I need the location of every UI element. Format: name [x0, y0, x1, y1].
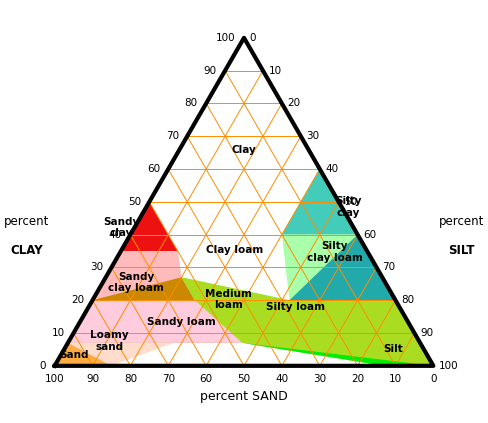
Text: 30: 30 [313, 374, 326, 384]
Text: 50: 50 [345, 197, 358, 207]
Polygon shape [289, 235, 395, 300]
Polygon shape [242, 343, 433, 366]
Text: 100: 100 [439, 361, 459, 371]
Text: 40: 40 [275, 374, 288, 384]
Polygon shape [106, 235, 382, 300]
Text: 70: 70 [383, 262, 395, 272]
Text: 0: 0 [430, 374, 437, 384]
Text: Clay: Clay [232, 145, 256, 155]
Text: 10: 10 [269, 66, 282, 76]
Text: Loamy
sand: Loamy sand [90, 330, 129, 352]
Text: 50: 50 [128, 197, 141, 207]
Text: 100: 100 [216, 33, 236, 43]
Text: 40: 40 [109, 230, 122, 240]
Text: percent SAND: percent SAND [200, 390, 288, 404]
Text: percent: percent [439, 215, 485, 228]
Text: 10: 10 [389, 374, 402, 384]
Text: 20: 20 [288, 99, 301, 108]
Text: 70: 70 [166, 131, 179, 141]
Text: Sand: Sand [59, 350, 88, 360]
Polygon shape [55, 343, 174, 366]
Text: Sandy
clay loam: Sandy clay loam [108, 272, 164, 293]
Text: 90: 90 [420, 328, 433, 338]
Text: Silt: Silt [384, 344, 404, 354]
Polygon shape [244, 38, 358, 235]
Polygon shape [93, 251, 195, 300]
Polygon shape [282, 169, 358, 235]
Polygon shape [121, 202, 178, 251]
Text: Silty loam: Silty loam [265, 302, 325, 312]
Text: 20: 20 [71, 295, 84, 305]
Text: 90: 90 [86, 374, 99, 384]
Text: Clay loam: Clay loam [206, 245, 263, 255]
Text: percent: percent [3, 215, 49, 228]
Polygon shape [182, 277, 433, 366]
Polygon shape [55, 343, 111, 366]
Text: 10: 10 [52, 328, 65, 338]
Text: 70: 70 [162, 374, 175, 384]
Text: 90: 90 [203, 66, 217, 76]
Text: CLAY: CLAY [10, 244, 42, 257]
Text: 60: 60 [200, 374, 213, 384]
Text: 30: 30 [306, 131, 320, 141]
Text: Medium
loam: Medium loam [205, 289, 252, 310]
Text: Silty
clay loam: Silty clay loam [307, 242, 363, 263]
Text: 30: 30 [90, 262, 103, 272]
Polygon shape [68, 300, 242, 343]
Text: 50: 50 [238, 374, 250, 384]
Text: Sandy
clay: Sandy clay [103, 217, 139, 239]
Text: 0: 0 [40, 361, 46, 371]
Text: 0: 0 [250, 33, 256, 43]
Text: Sandy loam: Sandy loam [147, 317, 216, 327]
Text: 80: 80 [184, 99, 198, 108]
Text: 80: 80 [124, 374, 137, 384]
Text: 100: 100 [45, 374, 64, 384]
Polygon shape [68, 277, 242, 343]
Text: Silty
clay: Silty clay [335, 196, 362, 217]
Text: 40: 40 [325, 164, 339, 174]
Text: SILT: SILT [448, 244, 475, 257]
Text: 80: 80 [401, 295, 414, 305]
Text: 60: 60 [147, 164, 160, 174]
Text: 60: 60 [364, 230, 377, 240]
Text: 20: 20 [351, 374, 364, 384]
